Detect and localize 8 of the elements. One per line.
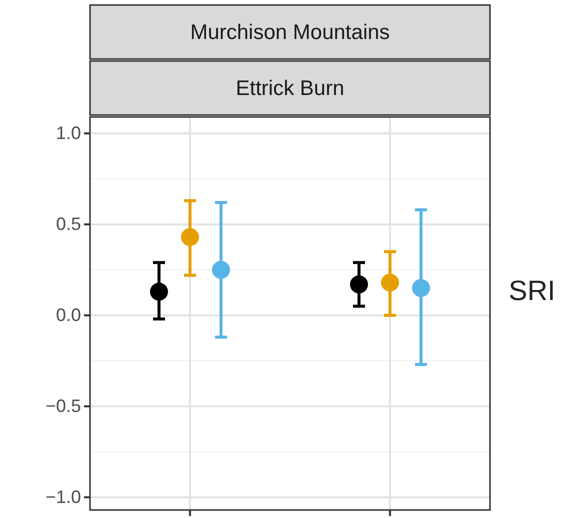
text: SRI bbox=[508, 275, 556, 306]
chart-subtitle: Ettrick Burn bbox=[236, 77, 344, 100]
chart-title: Murchison Mountains bbox=[190, 21, 390, 44]
y-tick-label: 1.0 bbox=[56, 123, 81, 144]
y-tick-label: 0.0 bbox=[56, 305, 81, 326]
y-tick-label: 0.5 bbox=[56, 214, 81, 234]
y-tick-label: −1.0 bbox=[45, 487, 81, 508]
y-tick-label: −0.5 bbox=[45, 396, 81, 416]
